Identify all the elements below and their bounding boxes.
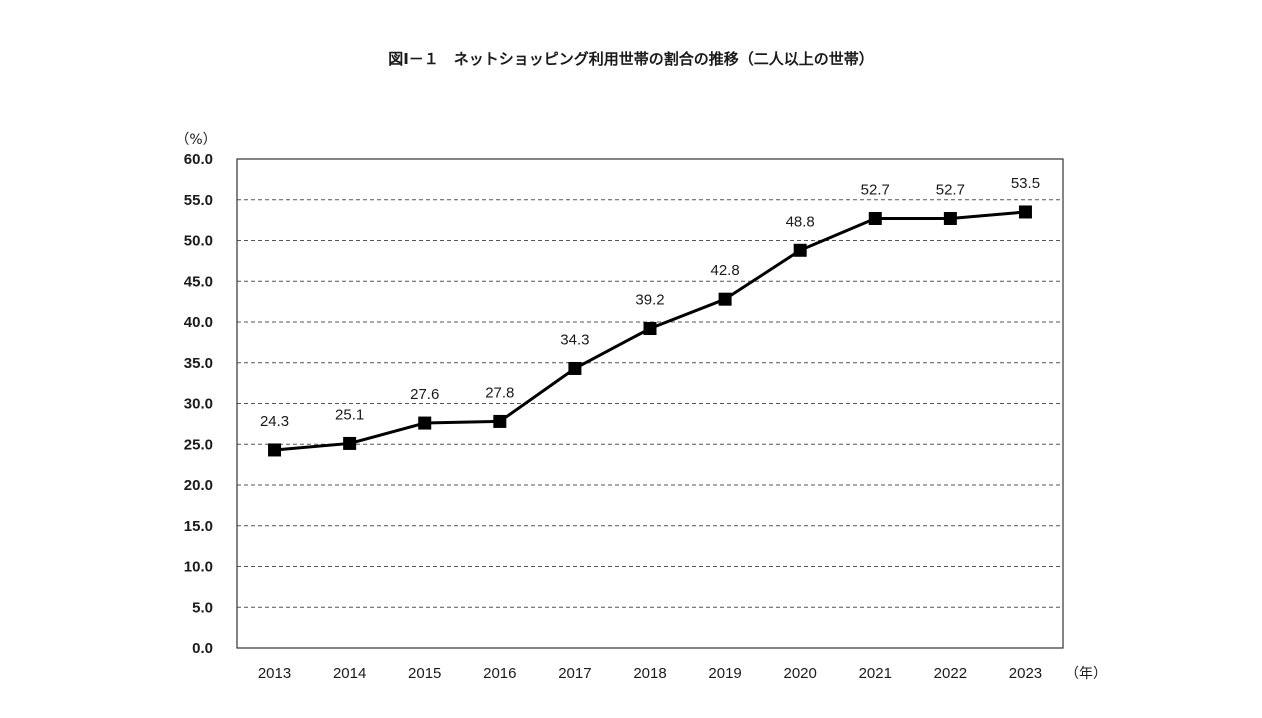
data-label: 39.2	[635, 292, 664, 309]
x-tick-label: 2018	[633, 665, 666, 682]
y-tick-label: 25.0	[184, 436, 213, 453]
x-tick-label: 2019	[708, 665, 741, 682]
y-axis-unit-label: （%）	[175, 132, 216, 148]
gridlines	[237, 199, 1063, 608]
data-point-marker	[343, 436, 357, 450]
data-point-marker	[868, 211, 882, 225]
data-point-marker	[268, 443, 282, 457]
y-tick-label: 40.0	[184, 314, 213, 331]
y-tick-label: 0.0	[192, 640, 213, 657]
data-point-marker	[793, 243, 807, 257]
data-label: 27.8	[485, 384, 514, 401]
y-tick-label: 35.0	[184, 355, 213, 372]
y-tick-label: 30.0	[184, 396, 213, 413]
y-tick-label: 60.0	[184, 151, 213, 168]
y-axis: 0.0 5.0 10.0 15.0 20.0 25.0 30.0 35.0 40.0 45.0 50…	[184, 151, 213, 657]
x-tick-label: 2021	[859, 665, 892, 682]
y-tick-label: 15.0	[184, 518, 213, 535]
x-tick-label: 2020	[783, 665, 816, 682]
data-label: 25.1	[335, 406, 364, 423]
data-point-marker	[1018, 205, 1032, 219]
plot-area-frame	[236, 158, 1064, 649]
x-tick-label: 2014	[333, 665, 366, 682]
x-tick-label: 2016	[483, 665, 516, 682]
y-tick-label: 55.0	[184, 192, 213, 209]
y-tick-label: 45.0	[184, 273, 213, 290]
data-label: 34.3	[560, 331, 589, 348]
chart-title: 図Ⅰ－１ ネットショッピング利用世帯の割合の推移（二人以上の世帯）	[388, 50, 874, 68]
data-point-marker	[943, 211, 957, 225]
y-tick-label: 50.0	[184, 233, 213, 250]
x-tick-label: 2017	[558, 665, 591, 682]
x-axis: 2013 2014 2015 2016 2017 2018 2019 2020 2021 2022…	[258, 665, 1042, 682]
data-labels: 24.3 25.1 27.6 27.8 34.3 39.2 42.8 48.8 52.7 52.7…	[260, 175, 1040, 430]
y-tick-label: 20.0	[184, 477, 213, 494]
x-tick-label: 2022	[934, 665, 967, 682]
x-tick-label: 2023	[1009, 665, 1042, 682]
data-label: 42.8	[710, 262, 739, 279]
data-point-marker	[568, 361, 582, 375]
data-point-marker	[718, 292, 732, 306]
data-point-marker	[643, 322, 657, 336]
data-label: 27.6	[410, 386, 439, 403]
y-tick-label: 10.0	[184, 559, 213, 576]
data-label: 52.7	[936, 181, 965, 198]
data-label: 24.3	[260, 413, 289, 430]
data-point-marker	[493, 414, 507, 428]
data-point-marker	[418, 416, 432, 430]
x-tick-label: 2013	[258, 665, 291, 682]
data-label: 52.7	[861, 181, 890, 198]
data-label: 48.8	[786, 213, 815, 230]
data-label: 53.5	[1011, 175, 1040, 192]
data-markers	[268, 205, 1032, 457]
x-tick-label: 2015	[408, 665, 441, 682]
x-axis-unit-label: （年）	[1065, 666, 1107, 682]
y-tick-label: 5.0	[192, 599, 213, 616]
